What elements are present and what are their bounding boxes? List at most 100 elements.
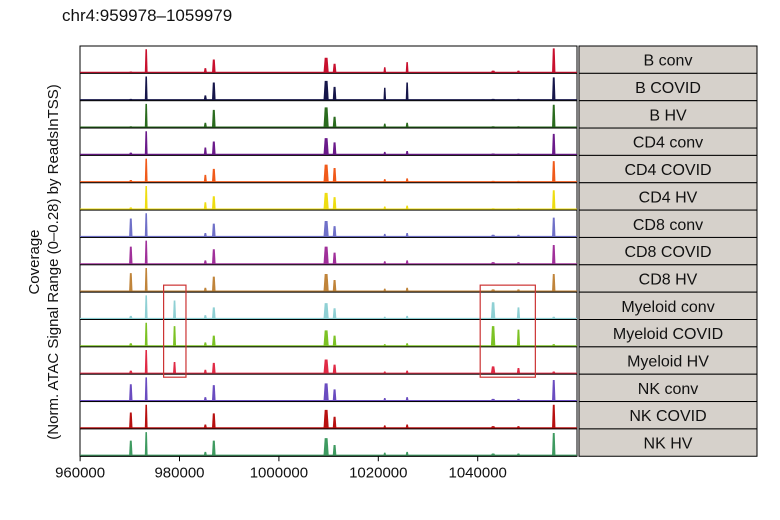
track-row	[79, 373, 578, 403]
coverage-peak	[129, 273, 133, 292]
coverage-peak	[129, 343, 133, 346]
highlight-box	[163, 284, 187, 378]
x-tick-label: 960000	[55, 464, 105, 481]
coverage-peak	[490, 234, 496, 237]
coverage-peak	[203, 342, 207, 346]
coverage-peak	[144, 322, 148, 346]
coverage-peak	[323, 192, 329, 210]
track-label: CD8 conv	[633, 217, 703, 234]
coverage-peak	[516, 368, 521, 374]
coverage-peak	[129, 218, 133, 237]
coverage-peak	[323, 383, 329, 401]
coverage-peak	[129, 315, 133, 319]
coverage-peak	[383, 151, 387, 155]
coverage-peak	[516, 126, 521, 128]
track-panel	[79, 209, 578, 238]
track-label: B conv	[644, 53, 693, 70]
coverage-peak	[383, 233, 387, 237]
coverage-peak	[552, 432, 556, 456]
coverage-peak	[144, 295, 148, 319]
highlight-boxes	[163, 284, 536, 378]
coverage-peak	[405, 62, 409, 73]
coverage-peak	[552, 379, 556, 401]
coverage-peak	[323, 274, 329, 292]
coverage-peak	[212, 307, 216, 319]
coverage-peak	[516, 289, 521, 292]
coverage-peak	[203, 315, 207, 319]
coverage-peak	[405, 287, 409, 292]
track-panel	[79, 319, 578, 348]
coverage-peak	[490, 208, 496, 210]
coverage-peak	[323, 409, 329, 428]
track-row	[79, 182, 578, 211]
coverage-peak	[203, 369, 207, 374]
coverage-peak	[212, 59, 216, 73]
coverage-peak	[203, 397, 207, 401]
coverage-peak	[203, 202, 207, 210]
coverage-peak	[212, 168, 216, 182]
coverage-peak	[323, 107, 329, 128]
coverage-peak	[332, 280, 337, 292]
track-label-strip	[578, 127, 758, 156]
coverage-peak	[203, 95, 207, 100]
track-panel	[79, 182, 578, 211]
track-labels: B conv B COVID B HV CD4 conv CD4 COVID CD4 HV…	[578, 45, 758, 457]
coverage-peak	[516, 262, 521, 264]
coverage-peak	[203, 451, 207, 456]
coverage-peak	[383, 87, 387, 100]
coverage-peak	[332, 389, 337, 401]
coverage-peak	[212, 223, 216, 237]
track-label-strip	[578, 209, 758, 238]
track-label: B COVID	[635, 80, 701, 97]
coverage-peak	[203, 260, 207, 264]
coverage-peak	[490, 426, 496, 428]
coverage-peak	[332, 444, 337, 456]
coverage-peak	[405, 397, 409, 401]
coverage-peak	[129, 440, 133, 456]
coverage-peak	[332, 116, 337, 128]
coverage-peak	[490, 126, 496, 128]
coverage-peak	[144, 76, 148, 100]
track-row	[79, 209, 578, 238]
coverage-peak	[323, 80, 329, 100]
coverage-peak	[490, 289, 496, 292]
coverage-peak	[405, 451, 409, 456]
coverage-peak	[212, 335, 216, 346]
coverage-peak	[203, 68, 207, 73]
coverage-peak	[332, 168, 337, 182]
coverage-peak	[516, 307, 521, 319]
x-tick-label: 1020000	[349, 464, 407, 481]
track-panel	[79, 346, 578, 375]
coverage-peak	[129, 126, 133, 128]
coverage-peak	[332, 416, 337, 428]
coverage-peak	[129, 180, 133, 182]
coverage-peak	[490, 302, 496, 319]
coverage-peak	[173, 362, 177, 374]
coverage-peak	[383, 67, 387, 73]
coverage-peak	[383, 206, 387, 210]
coverage-peak	[490, 98, 496, 100]
coverage-peak	[516, 208, 521, 210]
coverage-peak	[212, 249, 216, 264]
track-panel	[79, 428, 578, 457]
track-panel	[79, 373, 578, 403]
track-panel	[79, 45, 578, 74]
coverage-peak	[212, 385, 216, 401]
coverage-peak	[405, 150, 409, 155]
coverage-peak	[383, 123, 387, 128]
track-row	[79, 428, 578, 457]
coverage-peak	[383, 371, 387, 374]
coverage-peak	[129, 246, 133, 264]
track-label-strip	[578, 319, 758, 348]
coverage-peak	[552, 316, 556, 319]
track-label-strip	[578, 428, 758, 457]
track-label: Myeloid conv	[621, 299, 714, 316]
track-panel	[79, 401, 578, 430]
track-label: NK HV	[644, 436, 693, 453]
coverage-peak	[203, 174, 207, 182]
coverage-peak	[383, 425, 387, 428]
coverage-peak	[203, 147, 207, 155]
y-axis-label-line-1: Coverage	[26, 229, 43, 295]
coverage-peak	[323, 164, 329, 182]
